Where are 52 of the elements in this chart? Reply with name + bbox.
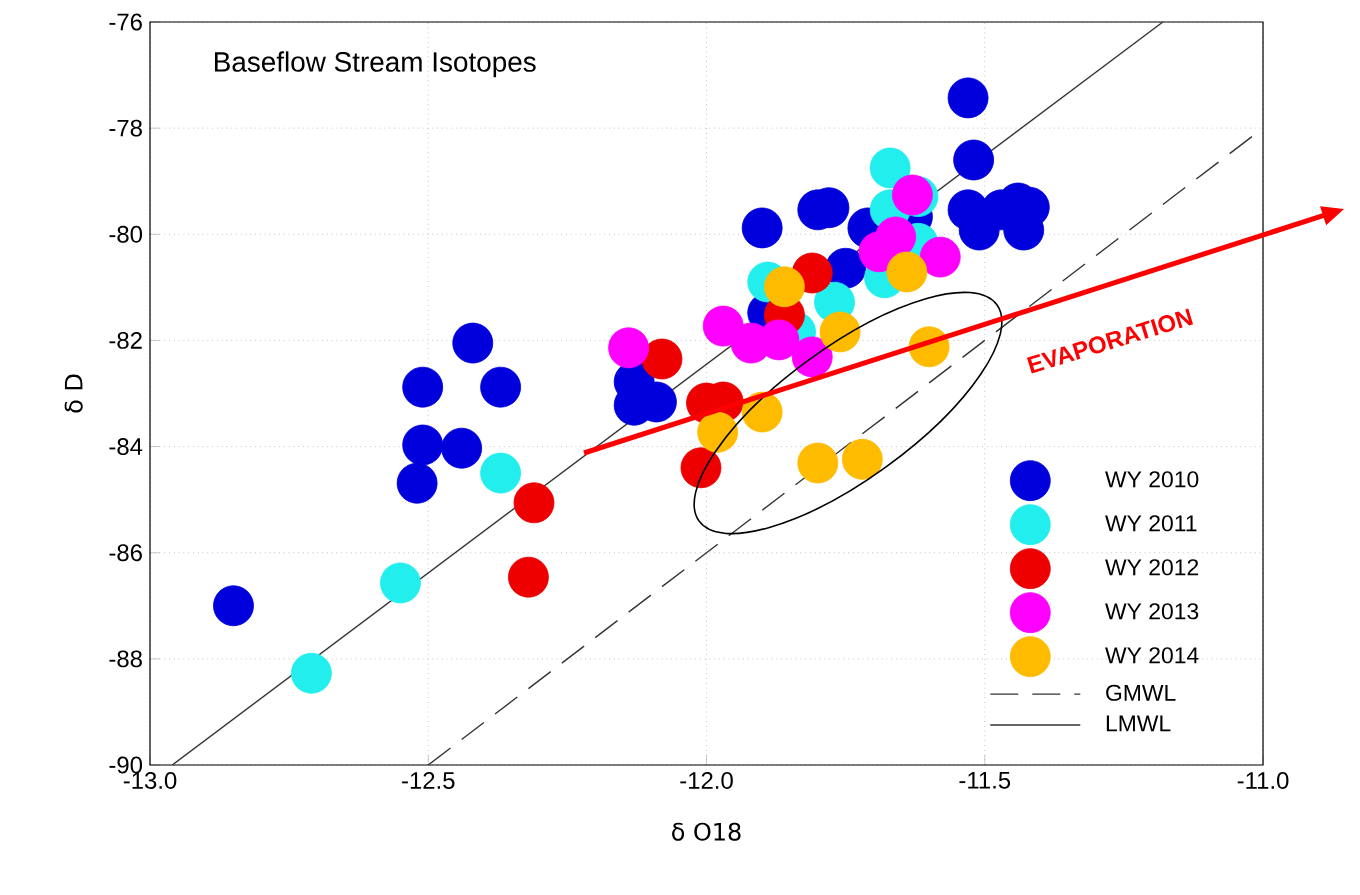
- y-tick-label: -88: [109, 650, 142, 668]
- x-tick-label: -12.5: [402, 772, 455, 789]
- point: [480, 366, 521, 408]
- point: [513, 482, 555, 524]
- point: [886, 251, 928, 293]
- point: [797, 442, 839, 484]
- point: [508, 556, 549, 598]
- y-tick-label: -78: [109, 119, 142, 137]
- point: [480, 452, 521, 494]
- point: [791, 336, 833, 378]
- point: [608, 327, 649, 369]
- point: [680, 447, 722, 489]
- point: [290, 652, 332, 694]
- point: [697, 411, 739, 453]
- legend-label: WY 2013: [1105, 603, 1199, 620]
- point: [953, 139, 995, 181]
- text: Baseflow Stream Isotopes: [214, 51, 536, 78]
- legend-label: WY 2011: [1105, 515, 1197, 532]
- point: [702, 305, 744, 347]
- legend-label: GMWL: [1106, 684, 1176, 701]
- point: [213, 585, 254, 627]
- x-tick-label: -11.5: [959, 772, 1011, 789]
- legend-label: WY 2014: [1105, 647, 1199, 664]
- y-tick-label: -90: [109, 756, 143, 774]
- point: [819, 311, 861, 353]
- point: [380, 562, 421, 604]
- point: [396, 462, 438, 504]
- x-tick-label: -12.0: [680, 772, 733, 789]
- point: [441, 427, 483, 469]
- y-tick-label: -86: [109, 544, 142, 562]
- point: [869, 147, 911, 189]
- x-axis-title: δ O18: [672, 822, 741, 841]
- point: [741, 207, 783, 249]
- y-axis-title: δ D: [64, 374, 83, 413]
- point: [841, 438, 883, 480]
- y-tick-label: -76: [109, 13, 142, 31]
- point: [402, 366, 444, 408]
- point: [892, 174, 933, 216]
- x-tick-label: -13.0: [123, 772, 177, 789]
- point: [402, 424, 444, 466]
- point: [919, 236, 961, 278]
- point: [641, 338, 683, 380]
- y-tick-label: -84: [109, 438, 143, 456]
- legend-label: LMWL: [1106, 715, 1171, 732]
- point: [452, 322, 494, 364]
- y-tick-label: -82: [109, 331, 142, 349]
- legend-label: WY 2010: [1105, 471, 1199, 488]
- point: [947, 77, 989, 119]
- legend-label: WY 2012: [1105, 559, 1199, 576]
- point: [764, 266, 805, 308]
- y-tick-label: -80: [109, 225, 143, 243]
- x-tick-label: -11.0: [1237, 772, 1289, 789]
